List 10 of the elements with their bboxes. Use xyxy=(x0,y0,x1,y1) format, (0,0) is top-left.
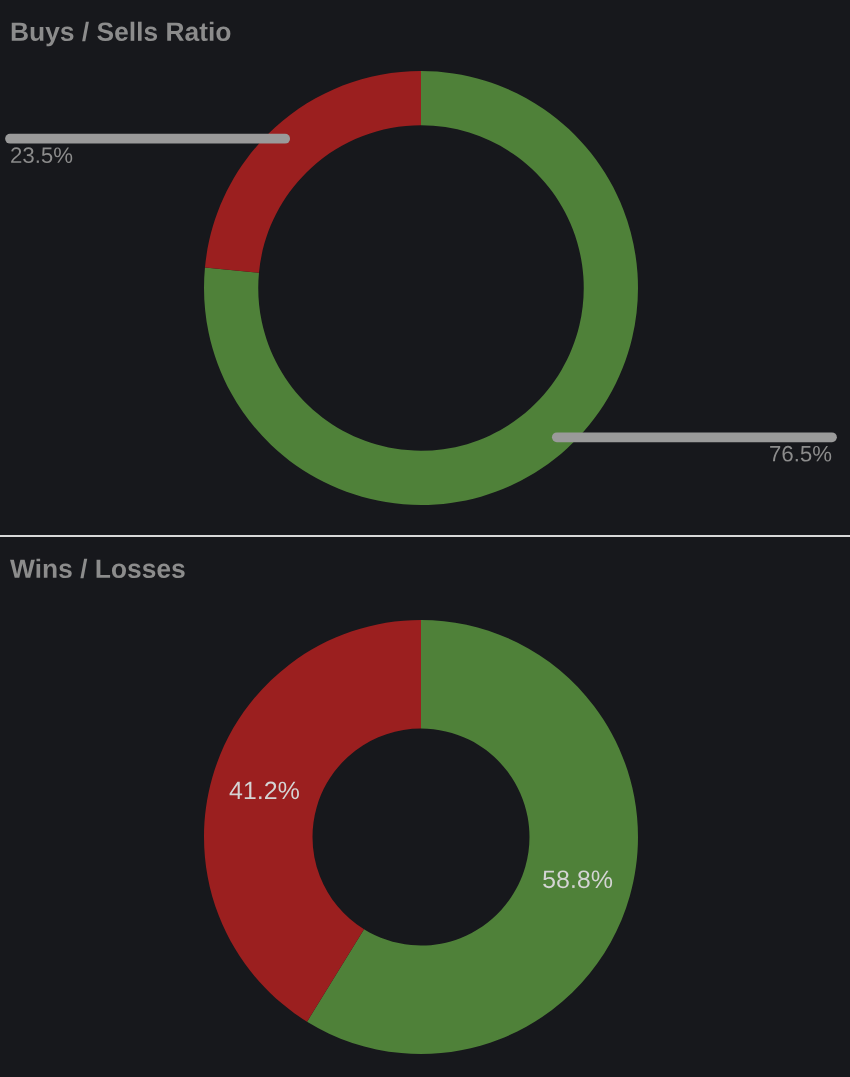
data-label: 58.8% xyxy=(543,870,613,889)
donut-slice xyxy=(204,620,421,1022)
donut-slice xyxy=(307,620,638,1054)
donut-slice xyxy=(204,71,421,273)
data-label: 41.2% xyxy=(229,781,299,800)
chart-title: Buys / Sells Ratio xyxy=(11,21,231,47)
chart-title: Wins / Losses xyxy=(10,558,185,579)
data-label: 76.5% xyxy=(770,445,832,462)
donut-slice xyxy=(204,71,638,505)
data-label: 23.5% xyxy=(11,147,73,164)
